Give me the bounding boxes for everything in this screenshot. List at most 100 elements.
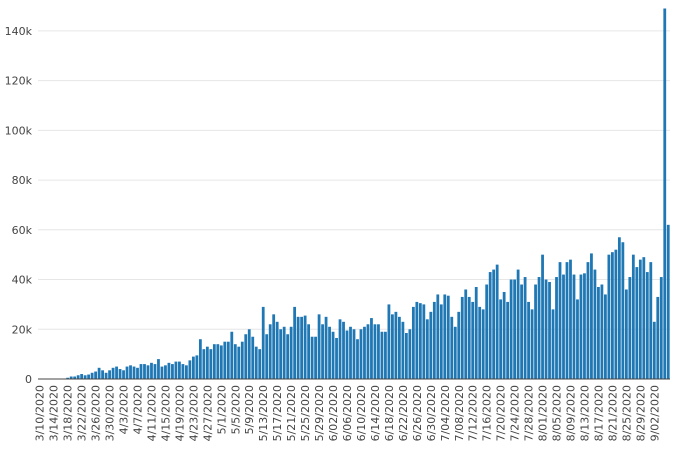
bar	[576, 299, 579, 379]
bar	[338, 319, 342, 379]
bar	[76, 375, 80, 379]
x-tick-label: 5/13/2020	[257, 385, 270, 441]
bar	[314, 336, 317, 379]
x-tick-label: 8/25/2020	[620, 385, 633, 441]
bar	[534, 284, 537, 379]
bar	[125, 366, 129, 379]
bar	[307, 324, 311, 379]
y-tick-label: 0	[25, 373, 32, 386]
bar	[349, 326, 352, 379]
bar	[600, 284, 604, 379]
bar	[286, 334, 290, 379]
bar	[73, 376, 77, 379]
bar	[331, 331, 335, 379]
bar	[223, 341, 227, 379]
bar	[181, 364, 185, 379]
bar	[499, 299, 503, 379]
x-tick-label: 7/04/2020	[439, 385, 452, 441]
x-tick-label: 3/10/2020	[34, 385, 47, 441]
y-tick-label: 100k	[5, 124, 33, 137]
bar	[481, 309, 485, 379]
x-tick-label: 7/16/2020	[481, 385, 494, 441]
x-tick-label: 4/11/2020	[145, 385, 158, 441]
bar	[513, 279, 517, 379]
bar	[122, 370, 125, 379]
x-tick-label: 8/05/2020	[551, 385, 564, 441]
x-tick-label: 8/21/2020	[606, 385, 619, 441]
bar	[537, 277, 541, 379]
x-tick-label: 6/22/2020	[397, 385, 410, 441]
bar	[185, 365, 188, 379]
bar	[551, 309, 555, 379]
x-tick-label: 5/17/2020	[271, 385, 284, 441]
bar	[432, 301, 436, 379]
bar	[198, 339, 202, 379]
bar	[324, 316, 328, 379]
bar	[590, 253, 593, 379]
x-tick-label: 4/15/2020	[159, 385, 172, 441]
bar	[474, 286, 478, 379]
x-tick-label: 4/23/2020	[187, 385, 200, 441]
bar	[272, 314, 276, 379]
bar	[226, 341, 230, 379]
bar	[345, 330, 349, 379]
bar	[649, 262, 653, 379]
bar	[300, 316, 304, 379]
bar	[279, 329, 283, 379]
bar	[422, 304, 426, 379]
bar	[129, 365, 132, 379]
bar	[415, 301, 419, 379]
bar	[328, 326, 331, 379]
x-tick-label: 5/25/2020	[299, 385, 312, 441]
bar	[293, 306, 297, 379]
bar	[607, 254, 611, 379]
bar	[562, 274, 565, 379]
x-tick-label: 3/26/2020	[90, 385, 103, 441]
bar	[363, 326, 366, 379]
bar	[188, 360, 192, 379]
bar	[265, 334, 269, 379]
bar	[101, 370, 104, 379]
bar	[471, 301, 475, 379]
bar	[83, 375, 87, 379]
bar	[586, 262, 590, 379]
x-tick-label: 5/1/2020	[215, 385, 228, 434]
bar	[604, 294, 607, 379]
bar	[520, 284, 523, 379]
bar	[268, 324, 272, 379]
bar	[384, 331, 387, 379]
bar	[397, 316, 401, 379]
bar	[69, 376, 73, 379]
bar	[171, 364, 174, 379]
bar	[370, 318, 373, 379]
bar	[548, 282, 551, 379]
bar	[457, 311, 461, 379]
x-tick-label: 8/17/2020	[592, 385, 605, 441]
bar	[244, 334, 248, 379]
bar	[247, 329, 251, 379]
bar	[261, 306, 265, 379]
bar	[66, 377, 70, 379]
bar	[443, 294, 447, 379]
bar	[558, 262, 562, 379]
bar	[104, 372, 108, 379]
bar	[146, 365, 150, 379]
bar	[132, 366, 136, 379]
y-tick-label: 80k	[12, 174, 33, 187]
bar	[164, 365, 167, 379]
bar	[488, 272, 492, 379]
bar	[527, 301, 530, 379]
bar	[321, 324, 324, 379]
x-tick-label: 7/20/2020	[495, 385, 508, 441]
bar	[617, 237, 621, 379]
bar	[429, 311, 433, 379]
bar	[569, 259, 572, 379]
bar	[460, 296, 464, 379]
bar	[593, 269, 597, 379]
y-tick-label: 120k	[5, 75, 33, 88]
bar	[579, 274, 583, 379]
bar	[335, 337, 338, 379]
bar	[659, 277, 663, 379]
x-tick-label: 5/21/2020	[285, 385, 298, 441]
